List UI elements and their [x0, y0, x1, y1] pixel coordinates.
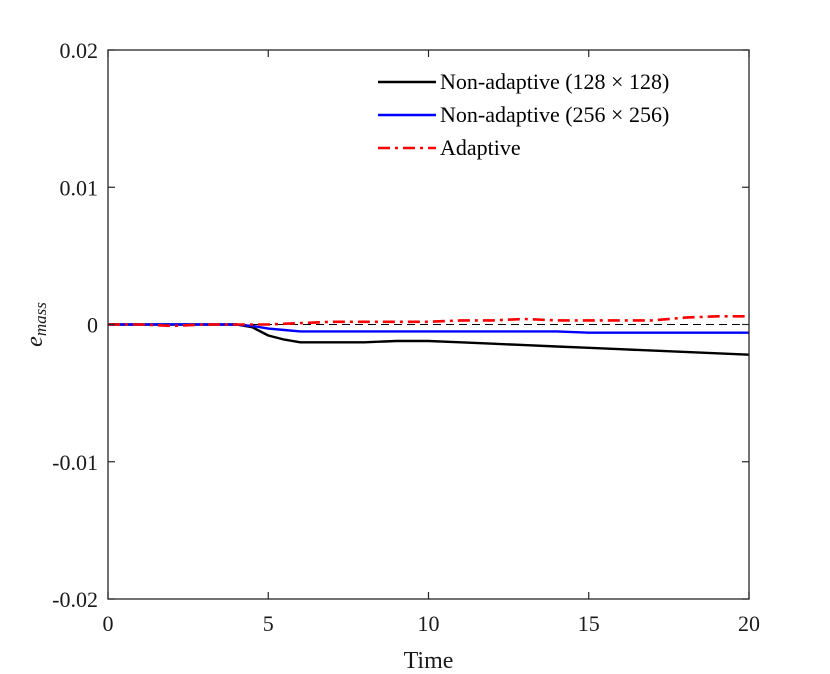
series-line-2: [108, 314, 749, 328]
x-tick-label-2: 10: [418, 611, 440, 636]
y-tick-label-1: -0.01: [52, 450, 98, 475]
x-axis-label: Time: [404, 648, 454, 674]
legend-label-2: Adaptive: [440, 135, 521, 160]
y-tick-label-0: -0.02: [52, 587, 98, 612]
y-tick-label-2: 0: [87, 313, 98, 338]
legend: Non-adaptive (128 × 128) Non-adaptive (25…: [378, 69, 669, 160]
legend-label-0: Non-adaptive (128 × 128): [440, 69, 669, 94]
y-tick-label-3: 0.01: [60, 175, 99, 200]
y-axis-label: emass: [22, 302, 50, 347]
x-tick-label-1: 5: [263, 611, 274, 636]
x-tick-label-0: 0: [103, 611, 114, 636]
y-axis-label-main: e: [22, 336, 48, 347]
y-tick-label-4: 0.02: [60, 38, 99, 63]
ticks-group: [107, 49, 750, 600]
y-tick-labels: -0.02 -0.01 0 0.01 0.02: [52, 38, 98, 612]
series-group: [108, 314, 750, 356]
y-axis-label-subscript: mass: [31, 302, 50, 336]
plot-area: [108, 314, 750, 356]
x-tick-label-3: 15: [578, 611, 600, 636]
legend-label-1: Non-adaptive (256 × 256): [440, 102, 669, 127]
x-tick-label-4: 20: [738, 611, 760, 636]
x-tick-labels: 0 5 10 15 20: [103, 611, 761, 636]
